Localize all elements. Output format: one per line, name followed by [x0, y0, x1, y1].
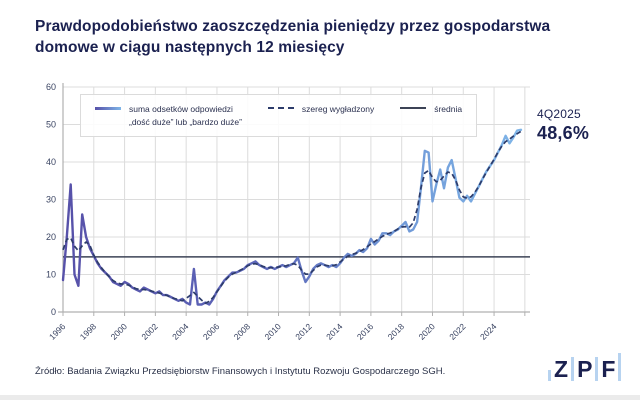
legend-label-average: średnia	[434, 104, 463, 114]
y-tick-label: 0	[51, 307, 56, 317]
legend-label-raw-series: suma odsetków odpowiedzi „dość duże” lub…	[129, 103, 242, 129]
gradient-line-swatch	[95, 107, 121, 110]
y-tick-label: 60	[46, 82, 56, 92]
logo-bar-icon	[618, 353, 622, 381]
logo-bar-icon	[595, 357, 599, 381]
x-tick-label: 1998	[78, 321, 99, 342]
smoothed-series-line	[62, 130, 522, 305]
legend-item-average: średnia	[400, 103, 462, 116]
annotation-value: 48,6%	[537, 123, 590, 143]
x-tick-label: 2002	[139, 321, 160, 342]
bottom-divider	[0, 395, 640, 400]
annotation-period: 4Q2025	[537, 107, 581, 121]
zpf-logo: Z P F	[548, 353, 622, 382]
logo-letter-p: P	[577, 356, 593, 382]
x-tick-label: 2012	[293, 321, 314, 342]
logo-bar-icon	[548, 370, 551, 381]
y-tick-label: 20	[46, 232, 56, 242]
x-tick-label: 2004	[170, 321, 191, 342]
chart-title: Prawdopodobieństwo zaoszczędzenia pienię…	[35, 18, 551, 57]
x-tick-label: 2022	[447, 321, 468, 342]
legend-item-smoothed-series: szereg wygładzony	[267, 103, 375, 116]
y-tick-label: 50	[46, 120, 56, 130]
dashed-line-swatch	[267, 107, 294, 109]
last-value-annotation: 4Q2025 48,6%	[537, 107, 589, 144]
source-note: Źródło: Badania Związku Przedsiębiorstw …	[35, 366, 446, 377]
logo-bar-icon	[571, 357, 575, 381]
chart-legend: suma odsetków odpowiedzi „dość duże” lub…	[80, 94, 478, 137]
y-tick-label: 10	[46, 270, 56, 280]
x-tick-label: 2000	[109, 321, 130, 342]
logo-letter-z: Z	[554, 356, 569, 382]
x-tick-label: 2010	[262, 321, 283, 342]
solid-line-swatch	[400, 107, 427, 109]
logo-letter-f: F	[601, 356, 616, 382]
y-tick-label: 40	[46, 157, 56, 167]
x-tick-label: 2006	[201, 321, 222, 342]
raw-series-line	[61, 128, 523, 306]
x-tick-label: 2018	[386, 321, 407, 342]
x-tick-label: 2016	[355, 321, 376, 342]
x-tick-label: 2014	[324, 321, 345, 342]
x-tick-label: 2020	[416, 321, 437, 342]
legend-raw-line2: „dość duże” lub „bardzo duże”	[129, 116, 242, 127]
legend-label-smoothed: szereg wygładzony	[301, 104, 375, 114]
x-tick-label: 2024	[478, 321, 499, 342]
x-tick-label: 2008	[232, 321, 253, 342]
y-tick-label: 30	[46, 195, 56, 205]
legend-item-raw-series: suma odsetków odpowiedzi „dość duże” lub…	[95, 103, 242, 129]
x-tick-label: 1996	[47, 321, 68, 342]
legend-raw-line1: suma odsetków odpowiedzi	[129, 104, 233, 114]
